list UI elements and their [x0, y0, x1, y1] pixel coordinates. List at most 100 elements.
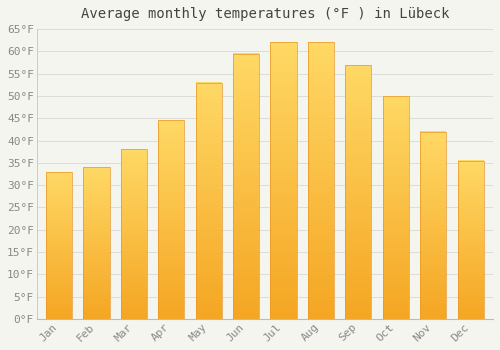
Bar: [158, 237, 184, 239]
Bar: [458, 262, 483, 264]
Bar: [420, 257, 446, 259]
Bar: [346, 156, 372, 159]
Bar: [233, 215, 260, 218]
Bar: [121, 191, 147, 194]
Bar: [196, 137, 222, 139]
Bar: [121, 227, 147, 229]
Bar: [346, 230, 372, 232]
Bar: [84, 194, 110, 196]
Bar: [346, 265, 372, 268]
Bar: [84, 284, 110, 286]
Bar: [233, 157, 260, 160]
Bar: [121, 275, 147, 276]
Bar: [158, 269, 184, 271]
Bar: [84, 285, 110, 287]
Bar: [233, 250, 260, 253]
Bar: [308, 316, 334, 319]
Bar: [196, 267, 222, 269]
Bar: [121, 271, 147, 273]
Bar: [420, 199, 446, 201]
Bar: [420, 268, 446, 270]
Bar: [458, 244, 483, 246]
Bar: [196, 122, 222, 125]
Bar: [84, 217, 110, 219]
Bar: [84, 255, 110, 257]
Bar: [46, 217, 72, 219]
Bar: [382, 169, 409, 172]
Bar: [270, 98, 296, 100]
Bar: [308, 250, 334, 253]
Bar: [458, 163, 483, 165]
Bar: [382, 312, 409, 314]
Bar: [458, 238, 483, 240]
Bar: [270, 233, 296, 236]
Bar: [46, 232, 72, 233]
Bar: [420, 251, 446, 253]
Bar: [121, 244, 147, 246]
Bar: [121, 237, 147, 239]
Bar: [46, 201, 72, 203]
Bar: [346, 191, 372, 194]
Bar: [346, 92, 372, 95]
Bar: [158, 196, 184, 198]
Bar: [233, 308, 260, 311]
Bar: [308, 106, 334, 109]
Bar: [346, 171, 372, 174]
Bar: [84, 307, 110, 308]
Bar: [158, 303, 184, 305]
Bar: [346, 82, 372, 85]
Bar: [233, 258, 260, 260]
Bar: [270, 252, 296, 255]
Bar: [46, 272, 72, 273]
Bar: [46, 316, 72, 317]
Bar: [158, 313, 184, 315]
Bar: [382, 189, 409, 192]
Bar: [346, 77, 372, 80]
Bar: [196, 222, 222, 224]
Bar: [233, 120, 260, 122]
Bar: [196, 116, 222, 118]
Bar: [458, 219, 483, 221]
Bar: [458, 292, 483, 294]
Bar: [196, 158, 222, 161]
Bar: [346, 202, 372, 204]
Bar: [196, 309, 222, 312]
Bar: [346, 88, 372, 90]
Bar: [84, 210, 110, 211]
Bar: [121, 158, 147, 160]
Bar: [308, 216, 334, 219]
Bar: [346, 151, 372, 154]
Bar: [382, 230, 409, 232]
Bar: [84, 234, 110, 236]
Bar: [382, 191, 409, 194]
Bar: [458, 278, 483, 279]
Bar: [84, 275, 110, 276]
Bar: [308, 108, 334, 112]
Bar: [158, 162, 184, 164]
Bar: [46, 229, 72, 231]
Bar: [458, 222, 483, 224]
Bar: [84, 303, 110, 305]
Bar: [46, 274, 72, 276]
Bar: [458, 232, 483, 233]
Bar: [46, 172, 72, 319]
Bar: [158, 297, 184, 299]
Bar: [346, 288, 372, 291]
Bar: [270, 191, 296, 195]
Bar: [46, 273, 72, 275]
Bar: [382, 118, 409, 120]
Bar: [382, 265, 409, 268]
Bar: [308, 164, 334, 167]
Bar: [121, 171, 147, 173]
Bar: [46, 179, 72, 181]
Bar: [382, 267, 409, 270]
Bar: [121, 241, 147, 243]
Bar: [121, 268, 147, 270]
Bar: [121, 307, 147, 309]
Bar: [382, 127, 409, 130]
Bar: [270, 255, 296, 258]
Bar: [382, 107, 409, 109]
Bar: [308, 139, 334, 142]
Bar: [458, 235, 483, 237]
Bar: [158, 265, 184, 267]
